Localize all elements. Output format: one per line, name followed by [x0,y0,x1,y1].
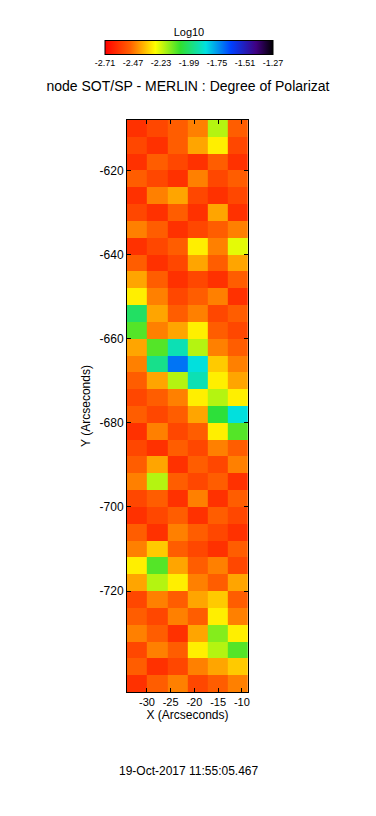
svg-text:-660: -660 [100,332,124,346]
svg-text:-1.99: -1.99 [179,58,200,68]
svg-text:-720: -720 [100,584,124,598]
svg-text:-700: -700 [100,500,124,514]
svg-text:-640: -640 [100,248,124,262]
svg-text:Y (Arcseconds): Y (Arcseconds) [79,365,93,447]
svg-text:-680: -680 [100,416,124,430]
svg-text:X (Arcseconds): X (Arcseconds) [146,708,228,722]
svg-text:-620: -620 [100,164,124,178]
svg-text:-1.51: -1.51 [235,58,256,68]
svg-text:-2.23: -2.23 [151,58,172,68]
svg-text:19-Oct-2017 11:55:05.467: 19-Oct-2017 11:55:05.467 [119,764,259,778]
svg-text:-15: -15 [210,696,226,708]
svg-text:Log10: Log10 [174,26,205,38]
svg-text:-10: -10 [234,696,250,708]
svg-text:-2.47: -2.47 [123,58,144,68]
svg-text:-1.27: -1.27 [263,58,284,68]
svg-text:-2.71: -2.71 [95,58,116,68]
svg-text:-25: -25 [163,696,179,708]
svg-text:-30: -30 [139,696,155,708]
svg-text:-20: -20 [186,696,202,708]
svg-text:node SOT/SP - MERLIN : Degree: node SOT/SP - MERLIN : Degree of Polariz… [47,78,330,94]
svg-text:-1.75: -1.75 [207,58,228,68]
